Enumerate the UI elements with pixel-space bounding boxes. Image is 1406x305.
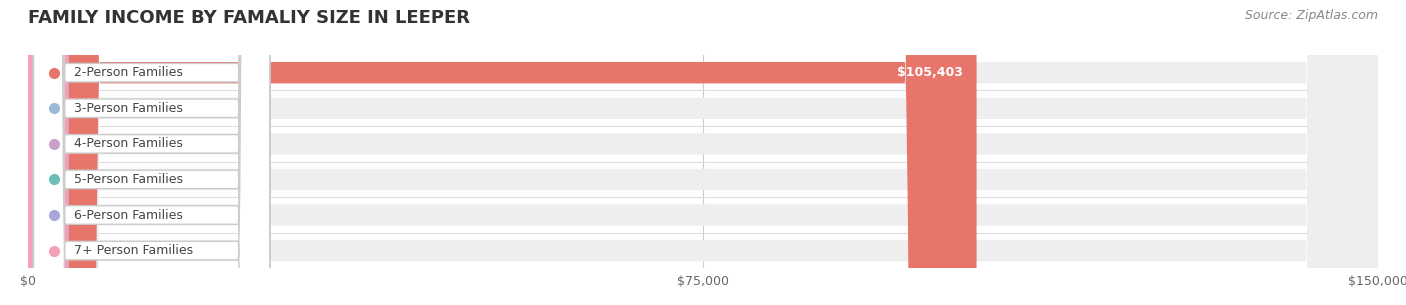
FancyBboxPatch shape [34,0,270,305]
Text: $0: $0 [76,244,91,257]
FancyBboxPatch shape [28,0,1378,305]
FancyBboxPatch shape [28,0,977,305]
FancyBboxPatch shape [28,0,69,305]
Text: Source: ZipAtlas.com: Source: ZipAtlas.com [1244,9,1378,22]
FancyBboxPatch shape [28,0,1378,305]
Text: 2-Person Families: 2-Person Families [75,66,183,79]
FancyBboxPatch shape [28,0,69,305]
Text: 6-Person Families: 6-Person Families [75,209,183,221]
FancyBboxPatch shape [34,0,270,305]
FancyBboxPatch shape [28,0,1378,305]
Text: 4-Person Families: 4-Person Families [75,137,183,150]
FancyBboxPatch shape [34,0,270,305]
Text: $0: $0 [76,137,91,150]
Text: FAMILY INCOME BY FAMALIY SIZE IN LEEPER: FAMILY INCOME BY FAMALIY SIZE IN LEEPER [28,9,470,27]
FancyBboxPatch shape [28,0,69,305]
FancyBboxPatch shape [28,0,69,305]
FancyBboxPatch shape [34,0,270,305]
FancyBboxPatch shape [28,0,1378,305]
Text: $105,403: $105,403 [897,66,963,79]
Text: 3-Person Families: 3-Person Families [75,102,183,115]
Text: $0: $0 [76,102,91,115]
Text: 5-Person Families: 5-Person Families [75,173,183,186]
FancyBboxPatch shape [28,0,69,305]
FancyBboxPatch shape [28,0,1378,305]
Text: $0: $0 [76,173,91,186]
FancyBboxPatch shape [34,0,270,305]
FancyBboxPatch shape [28,0,1378,305]
Text: $0: $0 [76,209,91,221]
Text: 7+ Person Families: 7+ Person Families [75,244,193,257]
FancyBboxPatch shape [34,0,270,305]
